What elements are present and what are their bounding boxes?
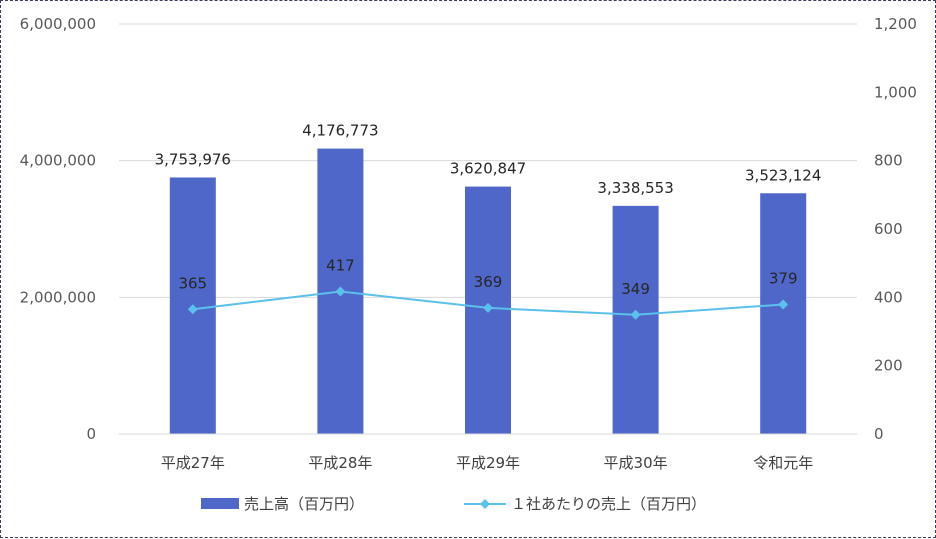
bar-data-label: 3,523,124	[745, 166, 821, 184]
y-left-tick-label: 6,000,000	[20, 15, 96, 33]
y-right-tick-label: 800	[874, 152, 903, 170]
x-tick-label: 平成30年	[604, 454, 668, 472]
line-data-label: 365	[178, 274, 207, 292]
line-marker	[187, 304, 198, 315]
line-data-label: 417	[326, 257, 355, 275]
bar-data-label: 3,753,976	[155, 150, 231, 168]
line-marker	[630, 309, 641, 320]
line-marker	[335, 286, 346, 297]
legend-swatch-marker	[480, 499, 490, 509]
legend-swatch-bar	[201, 498, 239, 509]
data-labels: 3,753,976 4,176,773 3,620,847 3,338,553 3,52…	[155, 122, 822, 298]
y-left-tick-label: 4,000,000	[20, 152, 96, 170]
legend-label-bar: 売上高（百万円）	[244, 495, 364, 513]
bar	[612, 205, 659, 434]
legend-label-line: １社あたりの売上（百万円）	[511, 495, 706, 513]
line-data-label: 379	[769, 270, 798, 288]
bar-data-label: 4,176,773	[302, 122, 378, 140]
y-left-tick-label: 2,000,000	[20, 288, 96, 306]
x-tick-label: 令和元年	[753, 454, 813, 472]
bar-series	[169, 148, 807, 435]
y-right-tick-label: 600	[874, 220, 903, 238]
line-data-label: 349	[621, 280, 650, 298]
y-right-tick-label: 400	[874, 288, 903, 306]
bar	[760, 193, 807, 434]
y-left-tick-label: 0	[86, 425, 96, 443]
line-marker	[483, 302, 493, 313]
x-tick-label: 平成27年	[161, 454, 225, 472]
y-right-tick-label: 0	[874, 425, 884, 443]
y-right-tick-label: 1,200	[874, 15, 917, 33]
bar-data-label: 3,338,553	[597, 179, 673, 197]
x-tick-label: 平成29年	[456, 454, 520, 472]
y-right-tick-label: 1,000	[874, 83, 917, 101]
legend: 売上高（百万円） １社あたりの売上（百万円）	[201, 495, 706, 513]
line-marker	[778, 299, 789, 310]
bar-data-label: 3,620,847	[450, 160, 526, 178]
x-tick-label: 平成28年	[308, 454, 372, 472]
axes: 0 2,000,000 4,000,000 6,000,000 0 200 400 600 80…	[20, 15, 917, 472]
line-series	[187, 286, 789, 320]
y-right-tick-label: 200	[874, 357, 903, 375]
line-data-label: 369	[474, 273, 503, 291]
